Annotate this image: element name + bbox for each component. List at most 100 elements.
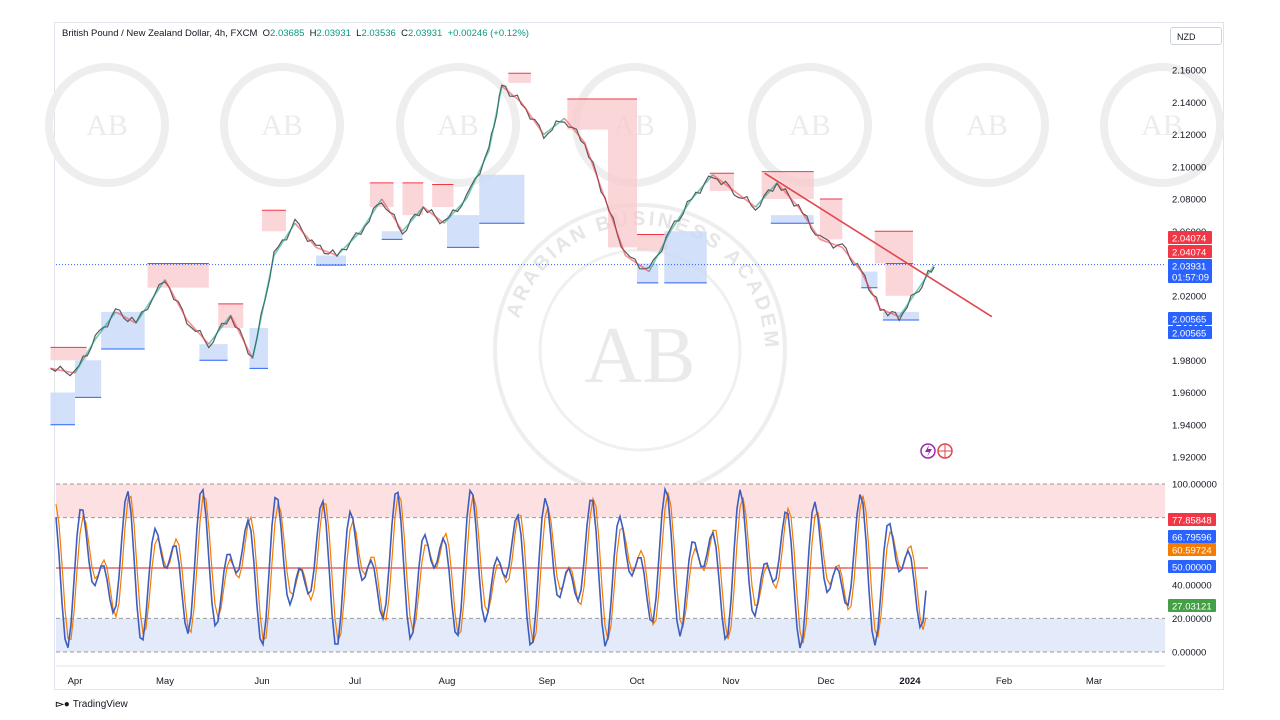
- price-tag-box: [1168, 326, 1212, 339]
- supply-zone: [432, 184, 454, 208]
- price-segment: [422, 206, 445, 224]
- watermark-mark: AB: [437, 109, 479, 142]
- price-segment: [229, 314, 254, 359]
- osc-tag-box: [1168, 599, 1216, 612]
- price-segment: [776, 182, 800, 208]
- price-segment: [381, 198, 404, 232]
- osc-tag-box: [1168, 513, 1216, 526]
- price-segment: [520, 101, 545, 135]
- osc-tag-box: [1168, 543, 1216, 556]
- watermark-ring: [1100, 63, 1224, 187]
- price-segment: [604, 198, 627, 256]
- supply-zone: [508, 73, 531, 83]
- tv-logo-icon: ▻●: [56, 699, 70, 710]
- price-tag-box: [1168, 245, 1212, 258]
- price-segment: [186, 319, 210, 345]
- price-segment: [898, 287, 920, 318]
- osc-tag-box: [1168, 530, 1216, 543]
- price-tick-label: 1.96000: [1172, 388, 1206, 399]
- supply-zone: [262, 210, 286, 232]
- osc-tick-label: 40.00000: [1172, 580, 1212, 591]
- low-value: 2.03536: [361, 28, 396, 39]
- supply-zone: [885, 263, 914, 296]
- demand-zone: [249, 328, 268, 369]
- osc-tag-text: 77.85848: [1172, 516, 1212, 527]
- overbought-band: [56, 484, 1165, 518]
- price-tick-label: 2.10000: [1172, 162, 1206, 173]
- osc-tick-label: 0.00000: [1172, 648, 1206, 659]
- price-tag-box: [1168, 259, 1212, 272]
- price-tick-label: 1.94000: [1172, 420, 1206, 431]
- price-segment: [74, 338, 97, 374]
- price-layer: [50, 84, 1165, 377]
- price-segment: [797, 206, 821, 240]
- price-segment: [860, 271, 881, 310]
- price-segment: [488, 85, 503, 151]
- time-tick-label: Sep: [539, 676, 556, 687]
- time-tick-label: Feb: [996, 676, 1012, 687]
- supply-zone: [637, 234, 668, 251]
- tradingview-logo[interactable]: ▻● TradingView: [56, 699, 128, 710]
- supply-zone: [819, 199, 843, 240]
- price-segment: [669, 198, 693, 232]
- watermark-mark: AB: [261, 109, 303, 142]
- price-segment: [135, 279, 166, 324]
- price-tick-label: 2.16000: [1172, 66, 1206, 77]
- demand-zone: [316, 255, 346, 266]
- supply-zone: [567, 99, 608, 130]
- watermark-mark: AB: [1141, 109, 1183, 142]
- price-series-line: [50, 84, 935, 377]
- low-label: L: [356, 28, 362, 39]
- demand-zone: [199, 344, 228, 361]
- close-label: C: [401, 28, 408, 39]
- osc-tick-label: 100.00000: [1172, 480, 1217, 491]
- time-tick-label: Jul: [349, 676, 361, 687]
- axis-layer: 2.160002.140002.120002.100002.080002.060…: [56, 66, 1217, 687]
- symbol-title: British Pound / New Zealand Dollar, 4h, …: [62, 28, 258, 39]
- osc-signal-line: [55, 492, 927, 644]
- demand-zone: [50, 392, 75, 425]
- time-tick-label: Jun: [254, 676, 269, 687]
- demand-zone: [770, 215, 814, 224]
- open-value: 2.03685: [270, 28, 305, 39]
- price-segment: [819, 238, 843, 249]
- price-segment: [208, 314, 232, 345]
- price-tick-label: 1.98000: [1172, 356, 1206, 367]
- price-segment: [164, 279, 188, 321]
- osc-tag-box: [1168, 560, 1216, 573]
- demand-zone: [381, 231, 403, 240]
- price-segment: [465, 150, 490, 200]
- price-tick-label: 2.08000: [1172, 195, 1206, 206]
- oscillator-layer: [55, 483, 1165, 653]
- currency-button[interactable]: NZD: [1170, 27, 1222, 45]
- watermark-mark-large: AB: [584, 312, 695, 400]
- demand-zone: [664, 231, 707, 283]
- supply-zone: [369, 182, 394, 208]
- osc-tag-text: 66.79596: [1172, 533, 1212, 544]
- price-segment: [401, 206, 424, 232]
- time-tick-label: 2024: [899, 676, 921, 687]
- indicator-icons[interactable]: [920, 443, 953, 459]
- change-value: +0.00246 (+0.12%): [447, 28, 529, 39]
- price-segment: [754, 182, 778, 208]
- time-tick-label: Dec: [818, 676, 835, 687]
- price-tag-box: [1168, 231, 1212, 244]
- price-segment: [879, 307, 900, 318]
- oversold-band: [56, 618, 1165, 652]
- price-tag-text: 2.03931: [1172, 262, 1206, 273]
- price-segment: [50, 367, 76, 374]
- supply-zone: [874, 231, 914, 264]
- osc-tag-text: 50.00000: [1172, 563, 1212, 574]
- price-segment: [648, 230, 672, 272]
- close-value: 2.03931: [407, 28, 443, 39]
- high-label: H: [309, 28, 317, 39]
- symbol-header: British Pound / New Zealand Dollar, 4h, …: [62, 28, 529, 39]
- price-segment: [841, 246, 862, 273]
- osc-tick-label: 20.00000: [1172, 614, 1212, 625]
- price-tag-text: 2.04074: [1172, 234, 1206, 245]
- price-segment: [251, 255, 275, 359]
- price-segment: [624, 254, 650, 273]
- price-tick-label: 2.02000: [1172, 291, 1206, 302]
